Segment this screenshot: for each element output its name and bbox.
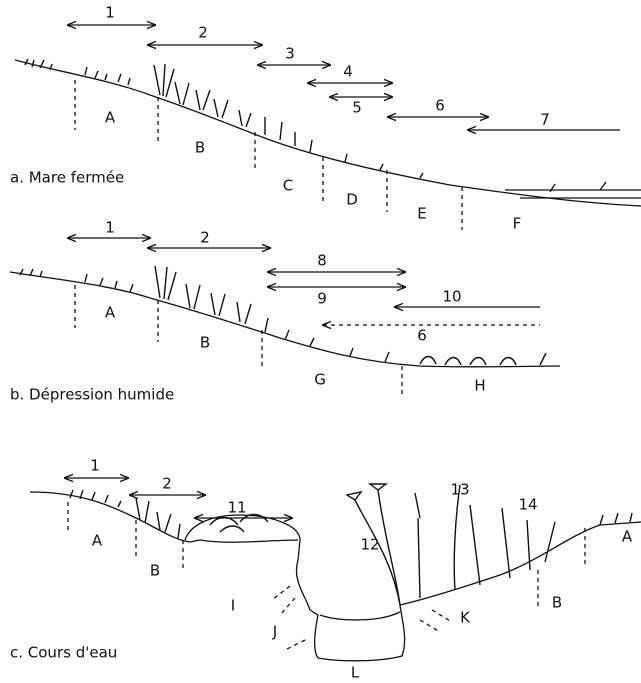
range-label: 2 [162,475,172,493]
zone-label: A [105,109,116,127]
range-label: 1 [105,219,115,237]
bank [199,539,401,621]
zone-label: K [460,609,471,627]
zone-label: D [346,191,358,209]
caption: c. Cours d'eau [10,644,117,662]
plant-label: 12 [360,536,379,554]
range-label: 10 [442,288,461,306]
panel-c: 1 2 11 12 13 14 A B I J K L A B c. Cours… [10,457,641,682]
zone-label: B [195,139,205,157]
zone-label: J [272,623,277,641]
zone-label: G [314,371,326,389]
vegetation [24,58,607,193]
zone-label: E [417,205,426,223]
zone-label: A [622,528,633,546]
zone-label: I [231,597,235,615]
range-label: 3 [285,45,295,63]
zone-label: C [283,177,293,195]
profile [184,514,641,662]
zone-label: H [474,377,485,395]
zone-label: B [552,594,562,612]
zone-limits [67,502,586,651]
range-label: 2 [200,229,210,247]
range-label: 11 [227,499,246,517]
range-label: 9 [317,290,327,308]
plant-label: 14 [518,496,537,514]
zone-label: B [200,334,210,352]
profile [29,491,201,543]
profile [14,59,641,207]
vegetation [19,265,547,366]
zone-label: L [351,664,360,682]
panel-b: 1 2 8 9 10 6 A B G H b. Dépression humid… [9,219,561,404]
panel-a: 1 2 3 4 5 6 7 A B C D E F a. Mare fermée [10,4,641,233]
range-label: 6 [435,97,445,115]
zone-label: F [513,215,522,233]
range-label: 4 [343,63,353,81]
zone-label: A [105,304,116,322]
range-label: 8 [317,252,327,270]
zone-label: A [92,532,103,550]
range-label: 2 [198,24,208,42]
caption: a. Mare fermée [10,169,124,187]
range-label: 6 [417,327,427,345]
zone-limits [74,80,463,230]
range-label: 1 [90,457,100,475]
profile [9,271,561,368]
caption: b. Dépression humide [10,386,174,404]
zone-limits [74,285,403,396]
range-label: 7 [540,111,550,129]
range-label: 1 [105,4,115,22]
vegetation [69,483,633,606]
water [505,189,641,199]
plant-label: 13 [450,481,469,499]
zone-label: B [150,562,160,580]
range-label: 5 [352,99,362,117]
